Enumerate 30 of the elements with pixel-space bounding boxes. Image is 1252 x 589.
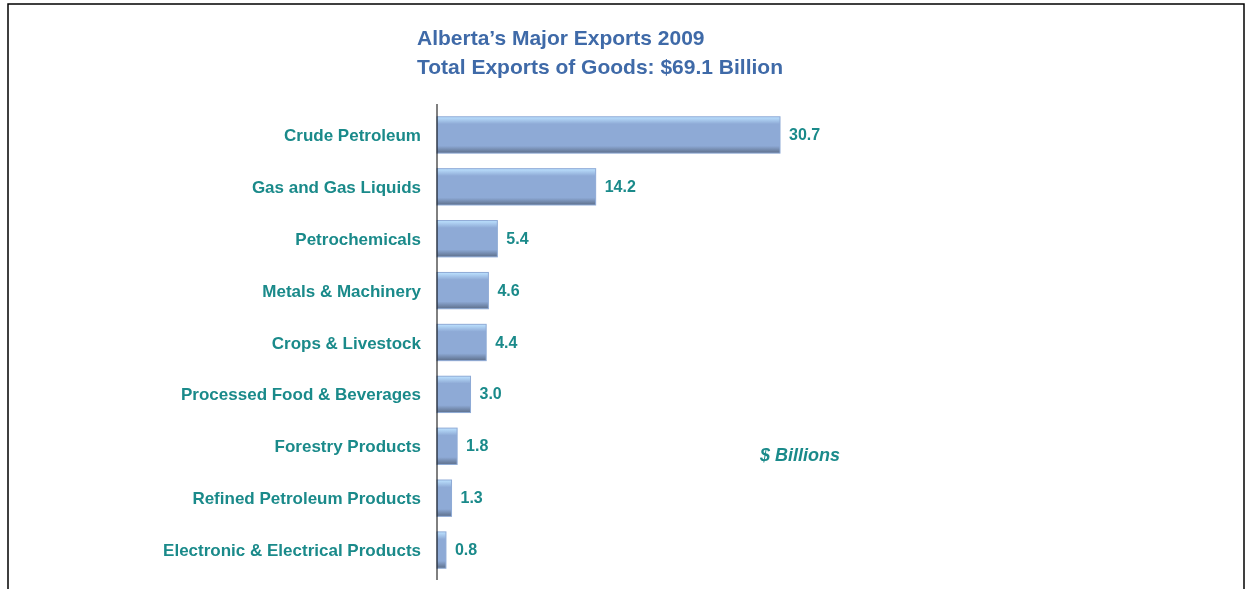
data-label: 1.3	[460, 489, 483, 507]
chart-title: Alberta’s Major Exports 2009	[417, 26, 705, 49]
bar	[436, 479, 453, 517]
data-label: 30.7	[789, 125, 821, 143]
bar	[436, 427, 458, 465]
bar	[436, 323, 487, 362]
bar	[436, 531, 447, 569]
y-tick-label: Electronic & Electrical Products	[163, 541, 421, 561]
data-label: 4.4	[495, 333, 518, 351]
y-tick-label: Metals & Machinery	[262, 281, 422, 301]
bar	[436, 220, 498, 258]
chart-subtitle: Total Exports of Goods: $69.1 Billion	[417, 55, 783, 78]
data-label: 3.0	[479, 385, 502, 403]
bar	[436, 375, 472, 414]
y-tick-label: Processed Food & Beverages	[181, 385, 421, 405]
data-label: 14.2	[604, 177, 636, 195]
data-label: 5.4	[506, 229, 529, 247]
y-tick-label: Refined Petroleum Products	[192, 489, 421, 509]
y-tick-label: Petrochemicals	[295, 229, 421, 249]
annotation: $ Billions	[758, 445, 841, 465]
y-tick-label: Forestry Products	[274, 437, 421, 457]
data-label: 4.6	[497, 281, 520, 299]
data-label: 1.8	[466, 437, 489, 455]
data-label: 0.8	[454, 541, 478, 559]
y-tick-label: Crude Petroleum	[284, 125, 421, 145]
y-tick-label: Gas and Gas Liquids	[251, 177, 421, 197]
y-tick-label: Crops & Livestock	[271, 333, 422, 353]
bar	[436, 168, 597, 206]
bar	[436, 271, 489, 310]
bar	[436, 116, 781, 154]
